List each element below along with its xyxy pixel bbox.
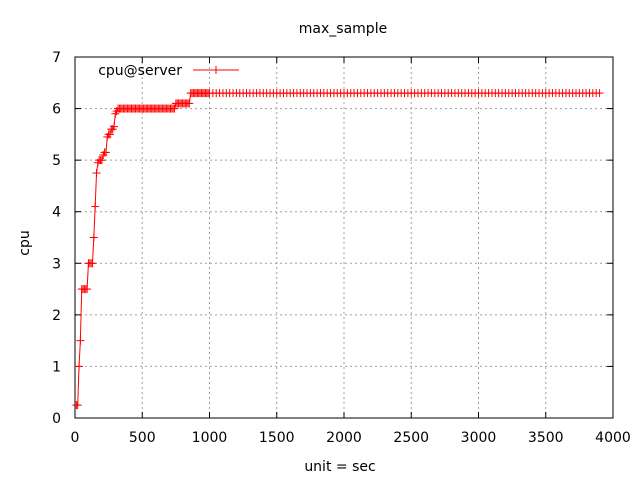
series-layer	[72, 89, 604, 410]
legend: cpu@server	[98, 63, 239, 79]
x-tick-label: 4000	[595, 430, 631, 446]
y-tick-label: 5	[52, 153, 61, 169]
y-tick-label: 7	[52, 50, 61, 66]
x-tick-label: 3500	[528, 430, 564, 446]
x-tick-label: 1500	[259, 430, 295, 446]
x-tick-label: 1000	[192, 430, 228, 446]
data-point	[110, 122, 119, 131]
x-tick-label: 2500	[393, 430, 429, 446]
data-point	[170, 104, 179, 113]
legend-marker	[212, 66, 220, 74]
y-tick-label: 1	[52, 359, 61, 375]
data-point	[91, 202, 100, 211]
data-point	[83, 285, 92, 294]
data-point	[89, 233, 98, 242]
y-tick-label: 4	[52, 205, 61, 221]
x-tick-label: 3000	[461, 430, 497, 446]
data-point	[101, 148, 110, 157]
grid	[75, 57, 613, 418]
y-axis-label: cpu	[17, 230, 33, 255]
y-tick-label: 6	[52, 102, 61, 118]
data-point	[76, 336, 85, 345]
y-tick-label: 3	[52, 256, 61, 272]
series-line	[76, 92, 600, 406]
data-point	[97, 156, 106, 165]
axis-ticks: 0 500 1000 1500 2000 2500 3000 3500 4000 0 1 2 3 4 5 6 7	[52, 50, 631, 446]
data-point	[185, 99, 194, 108]
x-tick-label: 500	[129, 430, 156, 446]
x-tick-label: 2000	[326, 430, 362, 446]
data-point	[88, 259, 97, 268]
chart-title: max_sample	[299, 21, 387, 37]
x-tick-label: 0	[71, 430, 80, 446]
legend-label: cpu@server	[98, 63, 182, 79]
data-point	[92, 169, 101, 178]
data-point	[105, 130, 114, 139]
plot-frame	[74, 56, 614, 419]
data-point	[595, 89, 604, 98]
data-point	[73, 401, 82, 410]
x-axis-label: unit = sec	[304, 459, 375, 475]
y-tick-label: 2	[52, 308, 61, 324]
y-tick-label: 0	[52, 411, 61, 427]
data-point	[75, 362, 84, 371]
